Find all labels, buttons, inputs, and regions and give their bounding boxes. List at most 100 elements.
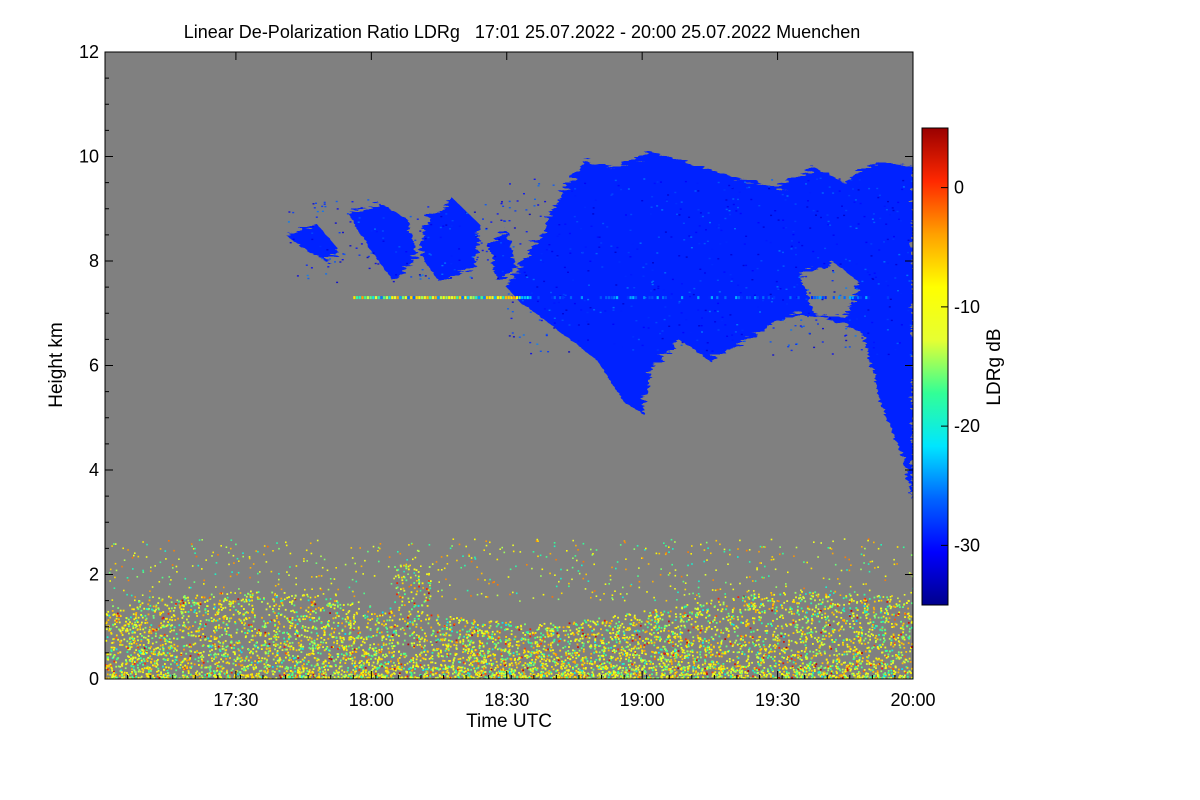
- layer-pixel: [431, 296, 434, 300]
- bl-pixel: [750, 605, 753, 608]
- bl-pixel: [202, 650, 205, 653]
- bl-pixel: [166, 640, 169, 643]
- bl-pixel: [705, 602, 708, 605]
- cloud-pixel: [845, 328, 848, 330]
- cloud-pixel: [832, 270, 834, 272]
- bl-pixel: [643, 610, 646, 613]
- bl-pixel: [134, 626, 137, 629]
- bl-pixel: [542, 634, 545, 636]
- cloud-pixel: [523, 271, 526, 274]
- bl-pixel: [742, 639, 744, 641]
- bl-pixel: [645, 677, 647, 679]
- bl-pixel: [500, 626, 503, 629]
- cloud-pixel: [893, 235, 895, 238]
- cloud-pixel: [696, 339, 699, 341]
- bl-pixel: [174, 619, 177, 621]
- cloud-pixel: [458, 259, 461, 261]
- cloud-pixel: [645, 263, 648, 265]
- bl-pixel: [867, 603, 870, 606]
- bl-pixel: [285, 643, 287, 646]
- bl-pixel: [479, 629, 481, 632]
- bl-pixel: [729, 621, 732, 624]
- bl-pixel: [350, 626, 352, 628]
- cloud-pixel: [878, 249, 881, 251]
- bl-pixel: [260, 632, 262, 634]
- bl-pixel: [583, 674, 586, 676]
- bl-pixel: [728, 660, 731, 663]
- cloud-pixel: [612, 323, 615, 325]
- bl-pixel: [633, 656, 635, 659]
- bl-pixel: [252, 652, 254, 655]
- bl-pixel: [240, 619, 242, 622]
- bl-pixel: [345, 657, 348, 660]
- bl-pixel: [274, 636, 277, 639]
- bl-pixel: [552, 628, 554, 630]
- bl-pixel: [894, 618, 896, 621]
- bl-pixel: [204, 611, 207, 614]
- bl-pixel: [567, 662, 570, 664]
- bl-pixel: [403, 604, 406, 606]
- bl-pixel: [780, 635, 783, 638]
- bl-pixel: [454, 652, 457, 655]
- cloud-pixel: [540, 252, 543, 255]
- cloud-pixel: [885, 223, 888, 225]
- bl-pixel: [501, 655, 503, 657]
- bl-pixel: [198, 652, 200, 655]
- bl-pixel: [910, 621, 913, 624]
- bl-pixel: [846, 620, 848, 622]
- bl-pixel: [395, 629, 397, 632]
- bl-pixel: [787, 656, 789, 659]
- bl-pixel: [615, 650, 618, 652]
- bl-pixel: [398, 609, 400, 611]
- bl-pixel: [206, 674, 209, 677]
- cloud-pixel: [807, 200, 809, 202]
- bl-pixel: [490, 620, 492, 623]
- bl-pixel: [501, 669, 503, 671]
- bl-pixel: [466, 630, 468, 633]
- bl-pixel: [350, 638, 352, 641]
- bl-pixel: [197, 660, 200, 662]
- bl-pixel: [601, 671, 604, 673]
- bl-pixel: [353, 676, 356, 679]
- bl-pixel: [285, 665, 288, 668]
- bl-pixel: [488, 670, 491, 673]
- cloud-pixel: [565, 309, 568, 311]
- cloud-pixel: [678, 324, 681, 326]
- cloud-pixel: [571, 190, 574, 192]
- bl-pixel: [651, 619, 653, 621]
- bl-pixel: [133, 651, 136, 654]
- bl-pixel: [622, 630, 625, 633]
- bl-pixel: [674, 672, 677, 674]
- cloud-pixel: [868, 274, 871, 276]
- bl-pixel: [506, 657, 509, 660]
- bl-pixel: [495, 643, 498, 646]
- bl-pixel: [816, 612, 819, 615]
- cloud-pixel: [409, 215, 412, 218]
- cloud-pixel: [624, 275, 627, 278]
- bl-pixel: [211, 660, 214, 662]
- bl-pixel: [637, 668, 640, 671]
- bl-pixel: [727, 630, 730, 633]
- bl-pixel: [664, 658, 667, 661]
- bl-pixel: [178, 624, 181, 627]
- bl-pixel: [132, 668, 135, 671]
- bl-pixel: [835, 648, 837, 650]
- cloud-pixel: [360, 243, 363, 245]
- bl-pixel: [680, 667, 683, 669]
- bl-pixel: [113, 655, 115, 657]
- bl-pixel: [174, 648, 177, 651]
- bl-pixel: [552, 632, 555, 635]
- bl-pixel: [818, 646, 821, 649]
- bl-pixel: [505, 624, 507, 626]
- bl-pixel: [234, 664, 237, 667]
- cloud-pixel: [596, 236, 599, 238]
- bl-pixel: [374, 651, 377, 653]
- bl-pixel: [169, 618, 171, 621]
- cloud-pixel: [684, 180, 687, 183]
- bl-pixel: [252, 620, 255, 623]
- bl-pixel: [523, 651, 525, 654]
- layer-pixel: [404, 296, 407, 300]
- bl-pixel: [698, 646, 701, 649]
- cloud-pixel: [832, 234, 835, 236]
- bl-pixel: [734, 663, 736, 666]
